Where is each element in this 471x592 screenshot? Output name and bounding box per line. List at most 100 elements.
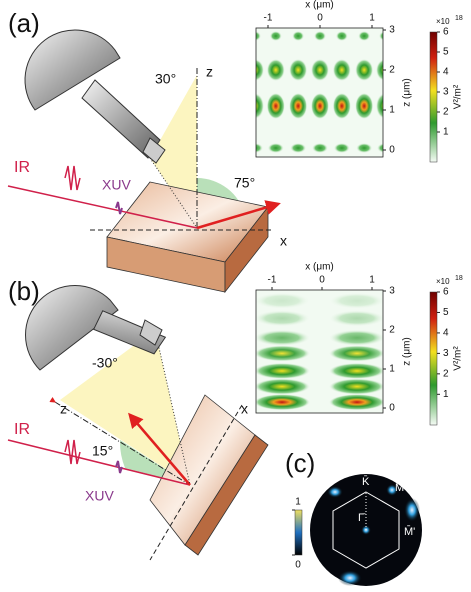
xuv-pulse: [116, 202, 122, 214]
y-tick-label: 3: [389, 25, 395, 36]
y-tick-label: 3: [389, 286, 395, 297]
field-lobe: [254, 330, 310, 346]
colorbar-tick-label: 5: [443, 307, 449, 318]
field-lobe: [355, 59, 373, 81]
field-lobe: [329, 363, 385, 379]
field-lobe: [268, 143, 284, 153]
field-lobe: [329, 330, 385, 346]
field-lobe: [246, 93, 264, 119]
y-tick-label: 2: [389, 65, 395, 76]
field-map-image: [254, 290, 385, 413]
x-tick-label: -1: [264, 13, 273, 24]
intensity-spot: [404, 498, 420, 522]
field-lobe: [246, 59, 264, 81]
field-lobe: [312, 143, 328, 153]
point-label: M̄': [404, 525, 415, 538]
field-lobe: [254, 345, 310, 361]
ir-label: IR: [14, 159, 30, 176]
colorbar: [430, 32, 437, 162]
field-lobe: [254, 293, 310, 309]
field-lobe: [267, 93, 285, 119]
field-lobe: [292, 31, 304, 41]
axis-label: x: [241, 401, 248, 417]
colorbar-tick-label: 6: [443, 27, 449, 38]
field-lobe: [329, 345, 385, 361]
colorbar-tick-label: 2: [443, 368, 449, 379]
ir-label: IR: [14, 421, 30, 438]
x-tick-label: 1: [369, 275, 375, 286]
xuv-label: XUV: [102, 177, 131, 193]
intensity-spot: [338, 570, 362, 586]
colorbar-exponent: 18: [455, 275, 463, 282]
colorbar: [430, 292, 437, 425]
field-lobe: [289, 93, 307, 119]
colorbar-tick-label: 4: [443, 67, 449, 78]
colorbar-tick-label: 1: [295, 497, 301, 508]
y-tick-label: 1: [389, 364, 395, 375]
colorbar-tick-label: 0: [295, 560, 301, 571]
colorbar-exponent: 18: [455, 15, 463, 22]
field-lobe: [355, 93, 373, 119]
colorbar-label: V²/m²: [453, 84, 464, 109]
field-lobe: [356, 143, 372, 153]
x-axis-label: x (μm): [305, 0, 334, 11]
colorbar-tick-label: 3: [443, 87, 449, 98]
field-lobe: [358, 31, 370, 41]
field-lobe: [270, 31, 282, 41]
colorbar-label: V²/m²: [453, 346, 464, 371]
page: Figure {"panel_a": {"label": "(a)", "ang…: [0, 0, 471, 592]
panel-b-sketch: [8, 286, 268, 560]
angle-label: 15°: [92, 443, 113, 459]
axis-label: z: [60, 401, 67, 417]
field-lobe: [314, 31, 326, 41]
colorbar-tick-label: 3: [443, 348, 449, 359]
colorbar-scale: ×10: [436, 17, 450, 26]
field-lobe: [311, 93, 329, 119]
colorbar-tick-label: 4: [443, 328, 449, 339]
field-map-image: [246, 28, 394, 157]
panel-label: (c): [285, 448, 315, 478]
field-lobe: [329, 379, 385, 395]
field-lobe: [254, 310, 310, 326]
body: (a) 30° z 75° x IR XUV (b) -30° z x 15° …: [0, 0, 471, 592]
colorbar-tick-label: 1: [443, 389, 449, 400]
field-lobe: [267, 59, 285, 81]
colorbar-tick-label: 5: [443, 47, 449, 58]
angle-label: 75°: [234, 175, 255, 191]
field-lobe: [329, 293, 385, 309]
x-tick-label: 0: [317, 13, 323, 24]
x-tick-label: 0: [319, 275, 325, 286]
y-tick-label: 1: [389, 105, 395, 116]
panel-a-sketch: [8, 30, 278, 292]
xuv-label: XUV: [85, 488, 114, 504]
colorbar-tick-label: 1: [443, 127, 449, 138]
y-tick-label: 0: [389, 145, 395, 156]
y-tick-label: 2: [389, 325, 395, 336]
panel-label: (a): [8, 8, 40, 38]
angle-label: -30°: [92, 355, 118, 371]
axis-label: x: [280, 233, 287, 249]
field-lobe: [329, 394, 385, 410]
ir-pulse: [65, 440, 80, 464]
x-tick-label: -1: [268, 275, 277, 286]
point-label: K̄: [362, 475, 370, 488]
field-lobe: [254, 379, 310, 395]
ir-pulse: [65, 166, 80, 190]
xuv-pulse: [116, 461, 122, 473]
y-axis-label: z (μm): [402, 78, 413, 107]
colorbar-scale: ×10: [436, 277, 450, 286]
x-axis-label: x (μm): [305, 262, 334, 273]
y-tick-label: 0: [389, 403, 395, 414]
panel-label: (b): [8, 276, 40, 306]
field-lobe: [333, 59, 351, 81]
field-lobe: [329, 310, 385, 326]
field-lobe: [289, 59, 307, 81]
point-label: M̄: [395, 481, 404, 494]
intensity-spot: [327, 486, 343, 498]
colorbar: [295, 510, 302, 555]
field-lobe: [249, 31, 261, 41]
x-tick-label: 1: [369, 13, 375, 24]
field-lobe: [254, 363, 310, 379]
